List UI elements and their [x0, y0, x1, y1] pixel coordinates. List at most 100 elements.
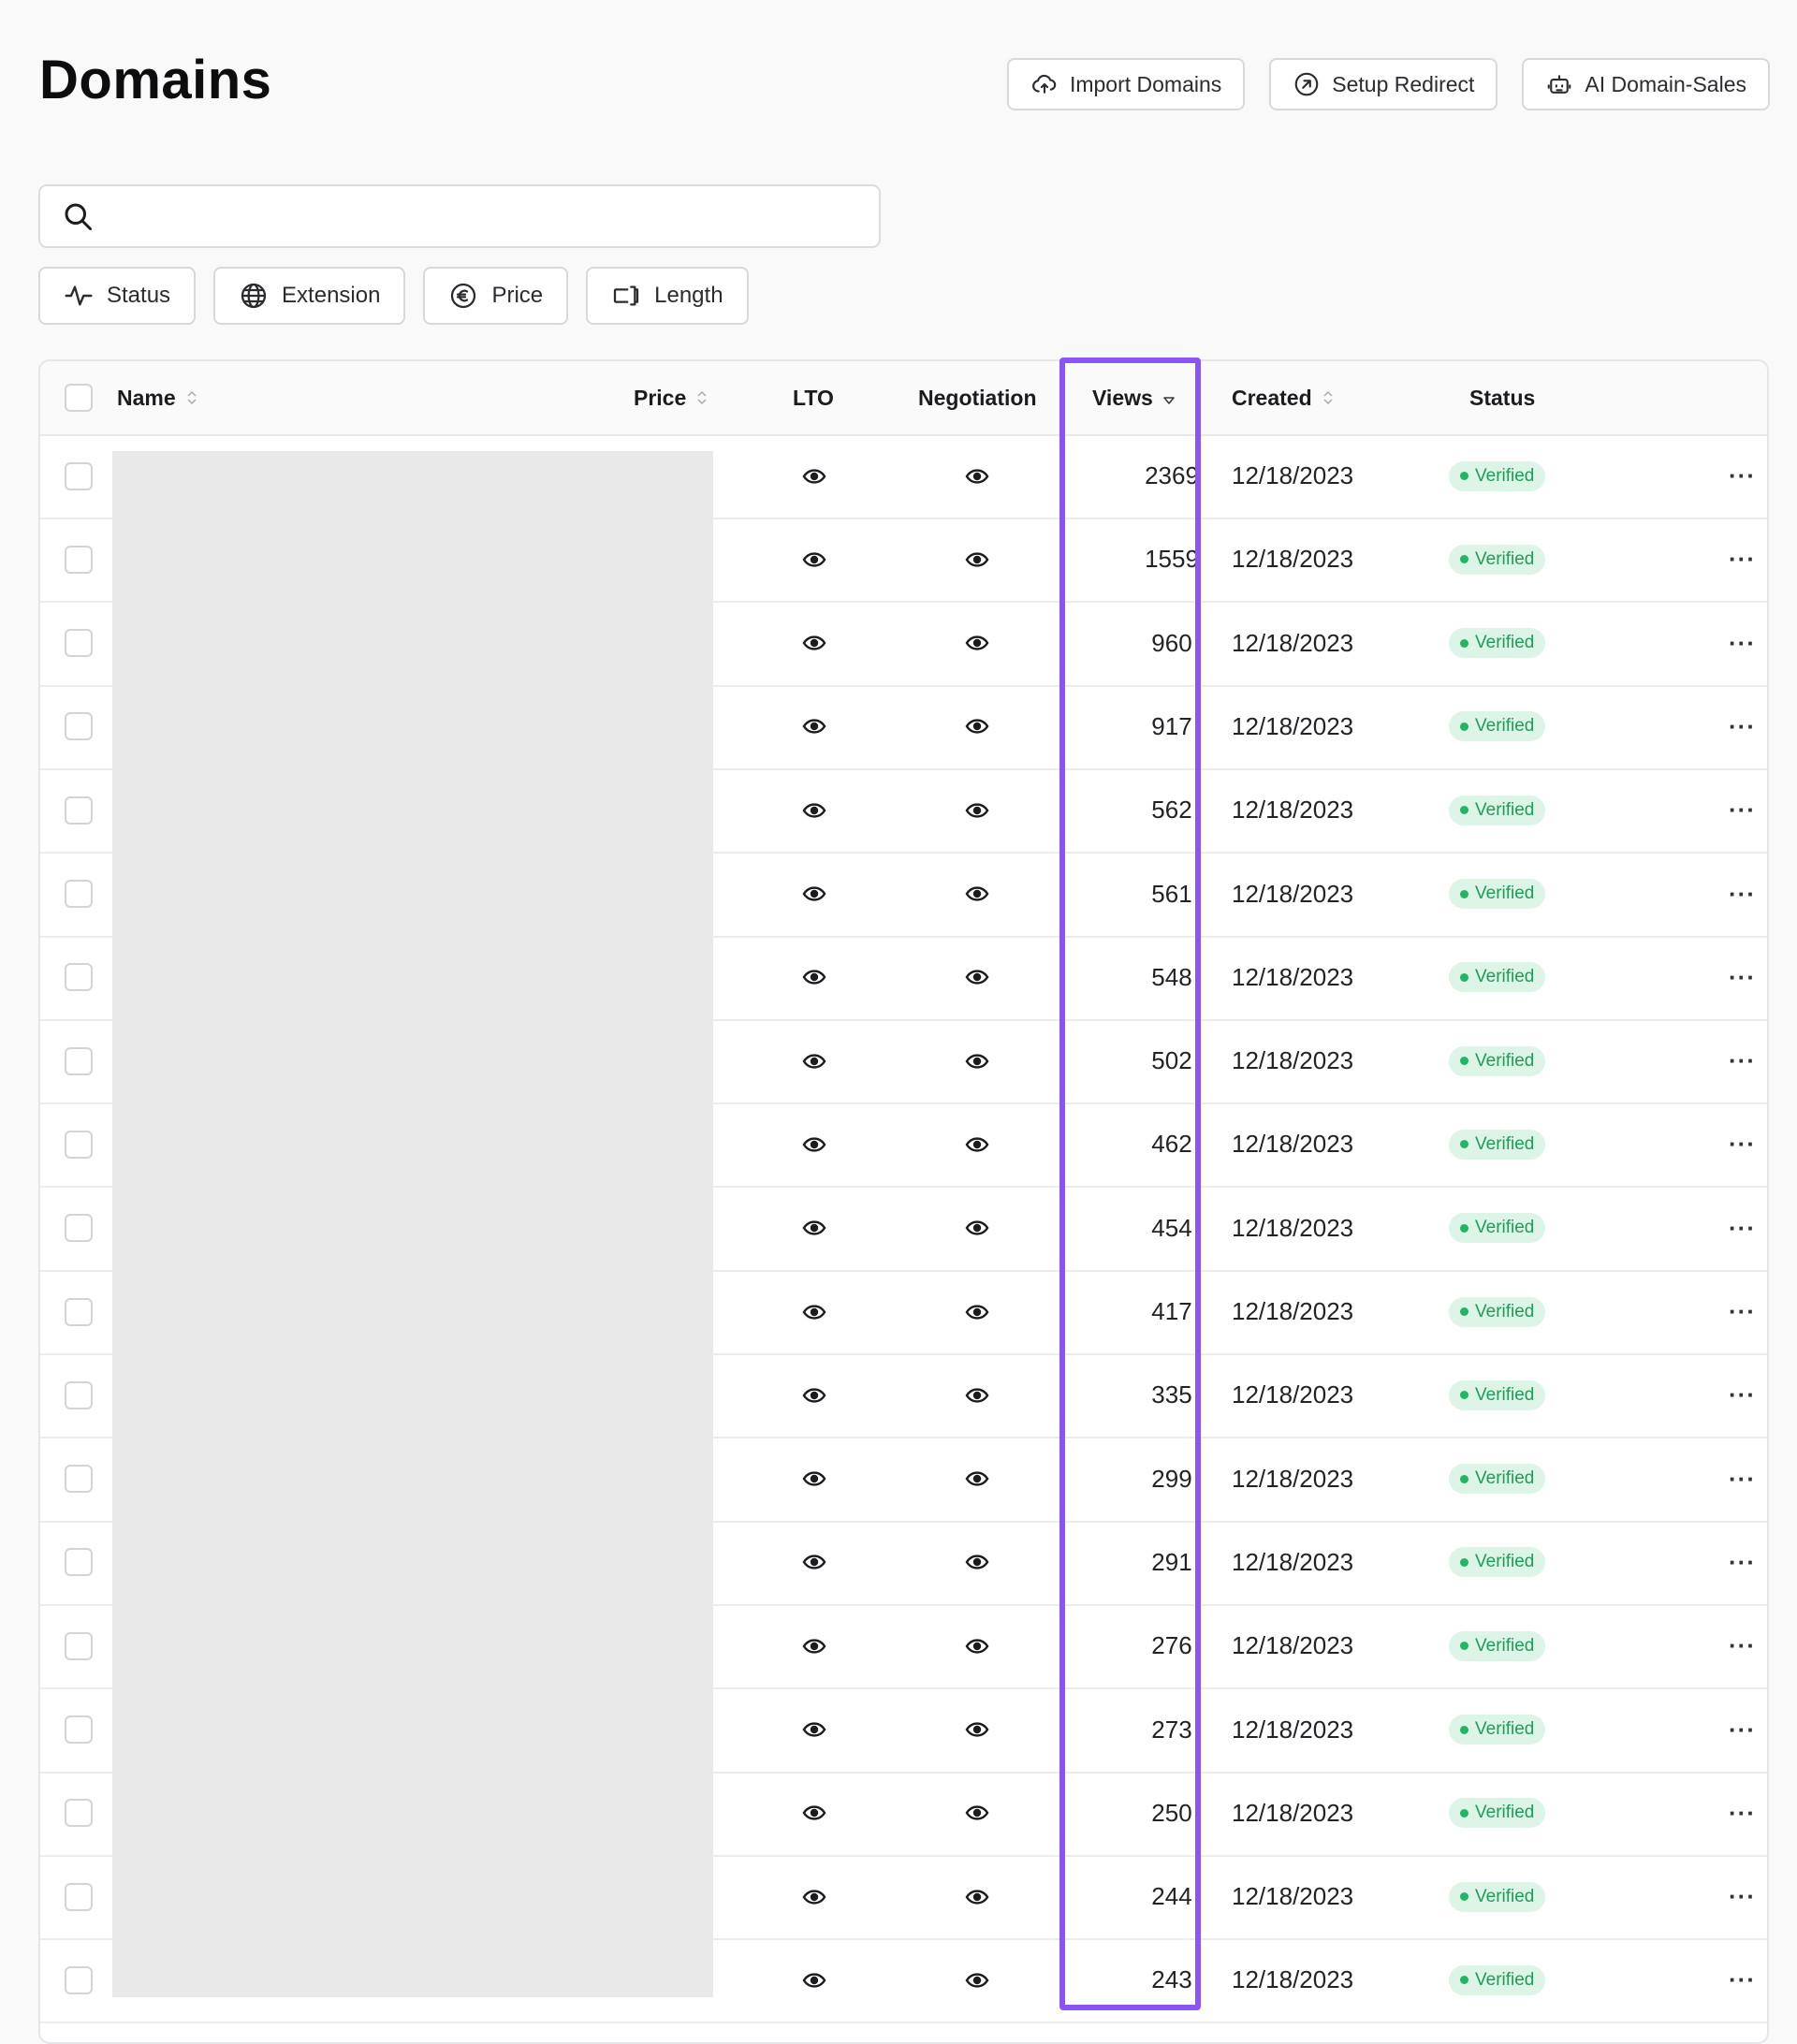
lto-visibility-icon[interactable]: [801, 1688, 827, 1772]
row-more-icon[interactable]: ···: [1729, 1297, 1756, 1325]
lto-visibility-icon[interactable]: [801, 1187, 827, 1270]
row-more-icon[interactable]: ···: [1729, 1965, 1756, 1994]
lto-visibility-icon[interactable]: [801, 768, 827, 852]
negotiation-visibility-icon[interactable]: [964, 853, 990, 936]
row-checkbox[interactable]: [65, 1631, 93, 1660]
lto-visibility-icon[interactable]: [801, 434, 827, 518]
lto-visibility-icon[interactable]: [801, 1855, 827, 1938]
table-row[interactable]: 250 12/18/2023 Verified ···: [40, 1772, 1767, 1857]
row-checkbox[interactable]: [65, 1214, 93, 1243]
setup-redirect-button[interactable]: Setup Redirect: [1269, 58, 1498, 110]
row-checkbox[interactable]: [65, 545, 93, 574]
negotiation-visibility-icon[interactable]: [964, 518, 990, 601]
filter-status-button[interactable]: Status: [38, 267, 197, 325]
row-more-icon[interactable]: ···: [1729, 1464, 1756, 1493]
table-row[interactable]: 291 12/18/2023 Verified ···: [40, 1521, 1767, 1606]
column-price-header[interactable]: Price: [634, 361, 709, 434]
negotiation-visibility-icon[interactable]: [964, 434, 990, 518]
negotiation-visibility-icon[interactable]: [964, 1938, 990, 2022]
search-input[interactable]: [106, 187, 879, 245]
negotiation-visibility-icon[interactable]: [964, 685, 990, 768]
lto-visibility-icon[interactable]: [801, 1353, 827, 1437]
negotiation-visibility-icon[interactable]: [964, 1187, 990, 1270]
negotiation-visibility-icon[interactable]: [964, 768, 990, 852]
row-more-icon[interactable]: ···: [1729, 628, 1756, 657]
import-domains-button[interactable]: Import Domains: [1006, 58, 1246, 110]
negotiation-visibility-icon[interactable]: [964, 1019, 990, 1102]
row-checkbox[interactable]: [65, 712, 93, 741]
table-row[interactable]: 335 12/18/2023 Verified ···: [40, 1353, 1767, 1439]
lto-visibility-icon[interactable]: [801, 1019, 827, 1102]
negotiation-visibility-icon[interactable]: [964, 1521, 990, 1604]
negotiation-visibility-icon[interactable]: [964, 1688, 990, 1772]
filter-length-button[interactable]: Length: [586, 267, 749, 325]
filter-extension-button[interactable]: Extension: [213, 267, 406, 325]
row-more-icon[interactable]: ···: [1729, 1046, 1756, 1075]
table-row[interactable]: 276 12/18/2023 Verified ···: [40, 1604, 1767, 1690]
row-checkbox[interactable]: [65, 1297, 93, 1326]
negotiation-visibility-icon[interactable]: [964, 1855, 990, 1938]
row-more-icon[interactable]: ···: [1729, 1631, 1756, 1660]
table-row[interactable]: 243 12/18/2023 Verified ···: [40, 1938, 1767, 2024]
table-row[interactable]: 2369 12/18/2023 Verified ···: [40, 434, 1767, 519]
column-created-header[interactable]: Created: [1232, 361, 1335, 434]
row-more-icon[interactable]: ···: [1729, 1798, 1756, 1827]
negotiation-visibility-icon[interactable]: [964, 1772, 990, 1855]
table-row[interactable]: 417 12/18/2023 Verified ···: [40, 1270, 1767, 1355]
negotiation-visibility-icon[interactable]: [964, 602, 990, 685]
negotiation-visibility-icon[interactable]: [964, 1353, 990, 1437]
row-checkbox[interactable]: [65, 461, 93, 490]
row-checkbox[interactable]: [65, 1716, 93, 1744]
lto-visibility-icon[interactable]: [801, 853, 827, 936]
negotiation-visibility-icon[interactable]: [964, 1604, 990, 1687]
row-checkbox[interactable]: [65, 1465, 93, 1494]
row-checkbox[interactable]: [65, 963, 93, 992]
row-more-icon[interactable]: ···: [1729, 1213, 1756, 1242]
lto-visibility-icon[interactable]: [801, 936, 827, 1019]
row-checkbox[interactable]: [65, 1130, 93, 1159]
row-more-icon[interactable]: ···: [1729, 1130, 1756, 1159]
row-more-icon[interactable]: ···: [1729, 545, 1756, 574]
table-row[interactable]: 502 12/18/2023 Verified ···: [40, 1019, 1767, 1105]
table-row[interactable]: 548 12/18/2023 Verified ···: [40, 936, 1767, 1021]
table-row[interactable]: 454 12/18/2023 Verified ···: [40, 1187, 1767, 1272]
table-row[interactable]: 1559 12/18/2023 Verified ···: [40, 518, 1767, 604]
table-row[interactable]: 561 12/18/2023 Verified ···: [40, 853, 1767, 938]
row-more-icon[interactable]: ···: [1729, 1380, 1756, 1409]
row-checkbox[interactable]: [65, 1548, 93, 1577]
table-row[interactable]: 960 12/18/2023 Verified ···: [40, 602, 1767, 687]
filter-price-button[interactable]: Price: [423, 267, 569, 325]
row-more-icon[interactable]: ···: [1729, 879, 1756, 908]
lto-visibility-icon[interactable]: [801, 1438, 827, 1521]
lto-visibility-icon[interactable]: [801, 1604, 827, 1687]
row-checkbox[interactable]: [65, 1380, 93, 1409]
column-views-header[interactable]: Views: [1092, 361, 1176, 434]
negotiation-visibility-icon[interactable]: [964, 1438, 990, 1521]
ai-domain-sales-button[interactable]: AI Domain-Sales: [1522, 58, 1770, 110]
row-checkbox[interactable]: [65, 880, 93, 908]
row-more-icon[interactable]: ···: [1729, 962, 1756, 991]
table-row[interactable]: 562 12/18/2023 Verified ···: [40, 768, 1767, 854]
table-row[interactable]: 299 12/18/2023 Verified ···: [40, 1438, 1767, 1523]
row-more-icon[interactable]: ···: [1729, 796, 1756, 825]
negotiation-visibility-icon[interactable]: [964, 1270, 990, 1353]
row-checkbox[interactable]: [65, 1965, 93, 1994]
negotiation-visibility-icon[interactable]: [964, 936, 990, 1019]
negotiation-visibility-icon[interactable]: [964, 1102, 990, 1186]
row-more-icon[interactable]: ···: [1729, 461, 1756, 489]
lto-visibility-icon[interactable]: [801, 602, 827, 685]
lto-visibility-icon[interactable]: [801, 685, 827, 768]
row-checkbox[interactable]: [65, 1882, 93, 1911]
lto-visibility-icon[interactable]: [801, 1772, 827, 1855]
table-row[interactable]: 917 12/18/2023 Verified ···: [40, 685, 1767, 770]
row-more-icon[interactable]: ···: [1729, 1547, 1756, 1576]
table-row[interactable]: 273 12/18/2023 Verified ···: [40, 1688, 1767, 1774]
lto-visibility-icon[interactable]: [801, 1521, 827, 1604]
table-row[interactable]: 462 12/18/2023 Verified ···: [40, 1102, 1767, 1189]
table-row[interactable]: 244 12/18/2023 Verified ···: [40, 1855, 1767, 1941]
row-checkbox[interactable]: [65, 796, 93, 825]
lto-visibility-icon[interactable]: [801, 1270, 827, 1353]
lto-visibility-icon[interactable]: [801, 518, 827, 601]
row-checkbox[interactable]: [65, 1799, 93, 1828]
row-checkbox[interactable]: [65, 629, 93, 658]
